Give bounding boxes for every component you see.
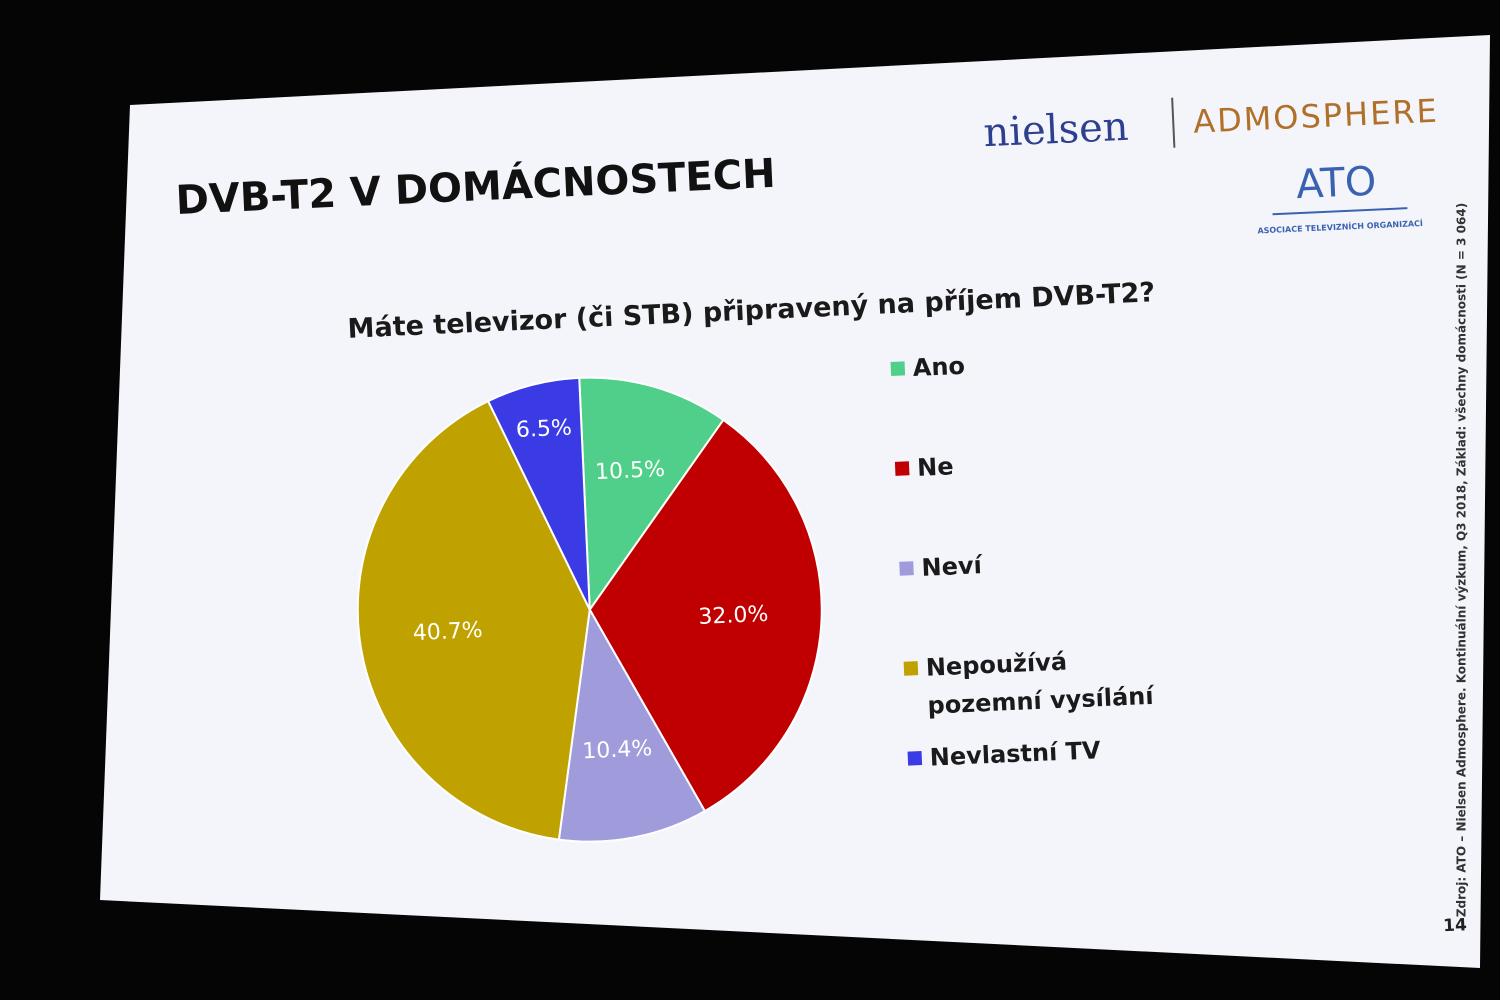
legend-swatch [899,561,914,576]
slice-label: 32.0% [698,602,769,630]
slice-label: 40.7% [412,618,483,646]
legend-swatch [903,661,919,676]
pie-slice [588,418,823,813]
source-note: Zdroj: ATO – Nielsen Admosphere. Kontinu… [1455,203,1469,917]
pie-slice [486,376,591,611]
legend-item: Ne [894,439,1155,488]
legend-label: Nevlastní TV [929,736,1102,772]
logo-ato-line [1272,207,1408,216]
legend-item: Nepoužívá pozemní vysílání [903,638,1166,725]
legend-label: Neví [920,551,983,582]
logo-nielsen: nielsen [983,104,1130,157]
slice-label: 6.5% [515,416,572,444]
legend-swatch [907,751,923,766]
legend-item: Nevlastní TV [907,728,1168,777]
pie-slice [557,606,707,843]
legend: Ano Ne Neví Nepoužívá pozemní vysílání Nevla… [890,339,1171,840]
pie-slice [578,376,725,613]
logo-divider [1171,97,1176,148]
legend-swatch [890,361,906,376]
slice-label: 10.4% [582,736,653,764]
legend-item: Neví [899,538,1160,587]
legend-label: Nepoužívá pozemní vysílání [925,647,1155,720]
logo-ato: ATO [1295,159,1377,209]
legend-swatch [894,461,910,476]
page-number: 14 [1443,915,1468,936]
pie-slice [356,399,591,841]
legend-label: Ne [916,452,955,482]
pie: 10.5% 32.0% 10.4% 40.7% 6.5% [356,376,823,843]
slice-label: 10.5% [595,457,666,485]
